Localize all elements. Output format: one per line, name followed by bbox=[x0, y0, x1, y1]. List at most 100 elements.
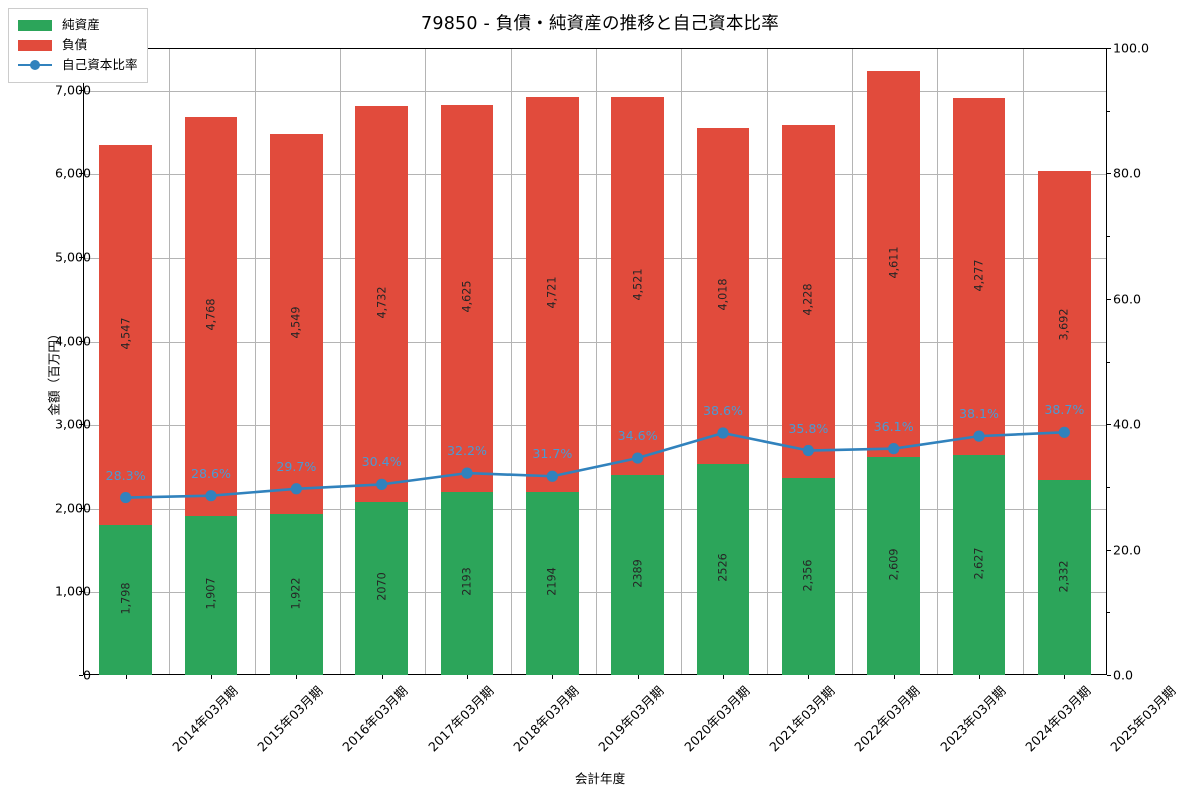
bar-segment-equity[interactable] bbox=[269, 514, 323, 675]
x-axis-tick-mark bbox=[125, 675, 127, 679]
equity-ratio-data-point[interactable] bbox=[205, 490, 217, 502]
bar-segment-equity[interactable] bbox=[952, 455, 1006, 675]
bar-segment-liabilities[interactable] bbox=[99, 144, 153, 525]
chart-title: 79850 - 負債・純資産の推移と自己資本比率 bbox=[421, 14, 779, 34]
legend-label-equity-ratio: 自己資本比率 bbox=[62, 57, 138, 72]
y-axis-tick-mark-right bbox=[1107, 48, 1111, 50]
x-axis-tick-mark bbox=[296, 675, 298, 679]
equity-ratio-data-point[interactable] bbox=[973, 430, 985, 442]
gridline-vertical bbox=[937, 49, 939, 674]
bar-segment-liabilities[interactable] bbox=[184, 116, 238, 516]
x-axis-tick-mark bbox=[979, 675, 981, 679]
y-axis-tick-mark-right bbox=[1107, 424, 1111, 426]
legend-item-liabilities[interactable]: 負債 bbox=[18, 35, 138, 55]
bar-segment-equity[interactable] bbox=[99, 524, 153, 675]
x-axis-tick-mark bbox=[1064, 675, 1066, 679]
x-axis-tick-mark bbox=[893, 675, 895, 679]
y-axis-tick-label-left: 0 bbox=[82, 667, 91, 683]
y-axis-tick-mark-left bbox=[79, 340, 83, 342]
y-axis-tick-label-right: 80.0 bbox=[1113, 165, 1142, 181]
x-axis-tick-mark bbox=[637, 675, 639, 679]
equity-ratio-data-point[interactable] bbox=[717, 427, 729, 439]
bar-segment-equity[interactable] bbox=[1037, 480, 1091, 675]
gridline-vertical bbox=[1022, 49, 1024, 674]
legend-swatch-icon-equity bbox=[18, 19, 52, 31]
y-axis-tick-mark-left bbox=[79, 424, 83, 426]
y-axis-tick-mark-left bbox=[79, 257, 83, 259]
bar-segment-liabilities[interactable] bbox=[781, 124, 835, 479]
y-axis-tick-mark-right bbox=[1107, 675, 1111, 677]
y-axis-tick-label-left: 3,000 bbox=[54, 416, 91, 432]
gridline-horizontal bbox=[84, 341, 1106, 343]
y-axis-tick-mark-left bbox=[79, 507, 83, 509]
y-axis-minor-tick-right bbox=[1107, 361, 1110, 363]
legend-label-equity: 純資産 bbox=[62, 17, 100, 32]
equity-ratio-data-point[interactable] bbox=[802, 444, 814, 457]
bar-segment-equity[interactable] bbox=[440, 491, 494, 675]
bar-segment-equity[interactable] bbox=[867, 456, 921, 675]
y-axis-tick-label-left: 5,000 bbox=[54, 249, 91, 265]
bar-segment-liabilities[interactable] bbox=[269, 134, 323, 515]
equity-ratio-data-point[interactable] bbox=[888, 443, 900, 455]
y-axis-label-left: 金額（百万円） bbox=[46, 327, 62, 416]
equity-ratio-line-path bbox=[124, 431, 1066, 499]
x-axis-label: 会計年度 bbox=[574, 771, 626, 786]
equity-ratio-data-point[interactable] bbox=[290, 483, 302, 495]
bar-segment-equity[interactable] bbox=[525, 491, 579, 675]
y-axis-minor-tick-right bbox=[1107, 236, 1110, 238]
gridline-vertical bbox=[596, 49, 597, 674]
equity-ratio-data-point[interactable] bbox=[461, 467, 473, 479]
x-axis-tick-mark bbox=[467, 675, 469, 679]
chart-legend: 純資産 負債 自己資本比率 bbox=[8, 8, 148, 83]
bar-segment-liabilities[interactable] bbox=[525, 96, 579, 492]
equity-ratio-data-point[interactable] bbox=[376, 478, 388, 490]
bar-segment-liabilities[interactable] bbox=[611, 97, 665, 476]
bar-segment-equity[interactable] bbox=[184, 515, 238, 675]
y-axis-tick-mark-right bbox=[1107, 549, 1111, 551]
gridline-horizontal bbox=[84, 258, 1106, 259]
bar-segment-liabilities[interactable] bbox=[867, 71, 921, 457]
x-axis-tick-mark bbox=[381, 675, 383, 679]
bar-segment-equity[interactable] bbox=[696, 463, 750, 675]
gridline-vertical bbox=[254, 49, 256, 674]
gridline-vertical bbox=[852, 49, 853, 674]
gridline-vertical bbox=[510, 49, 512, 674]
gridline-horizontal bbox=[84, 174, 1106, 176]
bar-segment-liabilities[interactable] bbox=[355, 106, 409, 502]
x-axis-tick-mark bbox=[211, 675, 213, 679]
y-axis-tick-label-right: 0.0 bbox=[1113, 667, 1134, 683]
y-axis-tick-mark-right bbox=[1107, 173, 1111, 175]
bar-segment-equity[interactable] bbox=[781, 478, 835, 675]
legend-line-marker-icon-equity-ratio bbox=[18, 60, 52, 71]
y-axis-tick-label-right: 20.0 bbox=[1113, 542, 1142, 558]
x-axis-tick-mark bbox=[552, 675, 554, 679]
bar-segment-equity[interactable] bbox=[355, 501, 409, 675]
y-axis-tick-mark-left bbox=[79, 173, 83, 175]
bar-segment-liabilities[interactable] bbox=[952, 97, 1006, 456]
y-axis-tick-mark-right bbox=[1107, 298, 1111, 300]
equity-ratio-data-point[interactable] bbox=[1058, 426, 1070, 438]
gridline-horizontal bbox=[84, 425, 1106, 427]
equity-ratio-data-point[interactable] bbox=[632, 452, 644, 464]
x-axis-tick-mark bbox=[723, 675, 725, 679]
legend-swatch-icon-liabilities bbox=[18, 39, 52, 51]
bar-segment-liabilities[interactable] bbox=[696, 127, 750, 464]
equity-ratio-data-point[interactable] bbox=[120, 491, 132, 504]
y-axis-tick-label-left: 1,000 bbox=[54, 583, 91, 599]
y-axis-tick-label-left: 4,000 bbox=[54, 333, 91, 349]
y-axis-minor-tick-right bbox=[1107, 612, 1110, 614]
equity-ratio-data-point[interactable] bbox=[546, 470, 558, 482]
y-axis-minor-tick-right bbox=[1107, 486, 1110, 488]
y-axis-tick-label-right: 100.0 bbox=[1113, 40, 1150, 56]
gridline-vertical bbox=[169, 49, 171, 674]
gridline-vertical bbox=[766, 49, 768, 674]
y-axis-tick-label-left: 2,000 bbox=[54, 500, 91, 516]
y-axis-tick-mark-left bbox=[79, 675, 83, 677]
bar-segment-liabilities[interactable] bbox=[440, 105, 494, 492]
legend-item-equity[interactable]: 純資産 bbox=[18, 15, 138, 35]
legend-item-equity-ratio[interactable]: 自己資本比率 bbox=[18, 55, 138, 75]
gridline-vertical bbox=[340, 49, 341, 674]
bar-segment-equity[interactable] bbox=[611, 475, 665, 675]
